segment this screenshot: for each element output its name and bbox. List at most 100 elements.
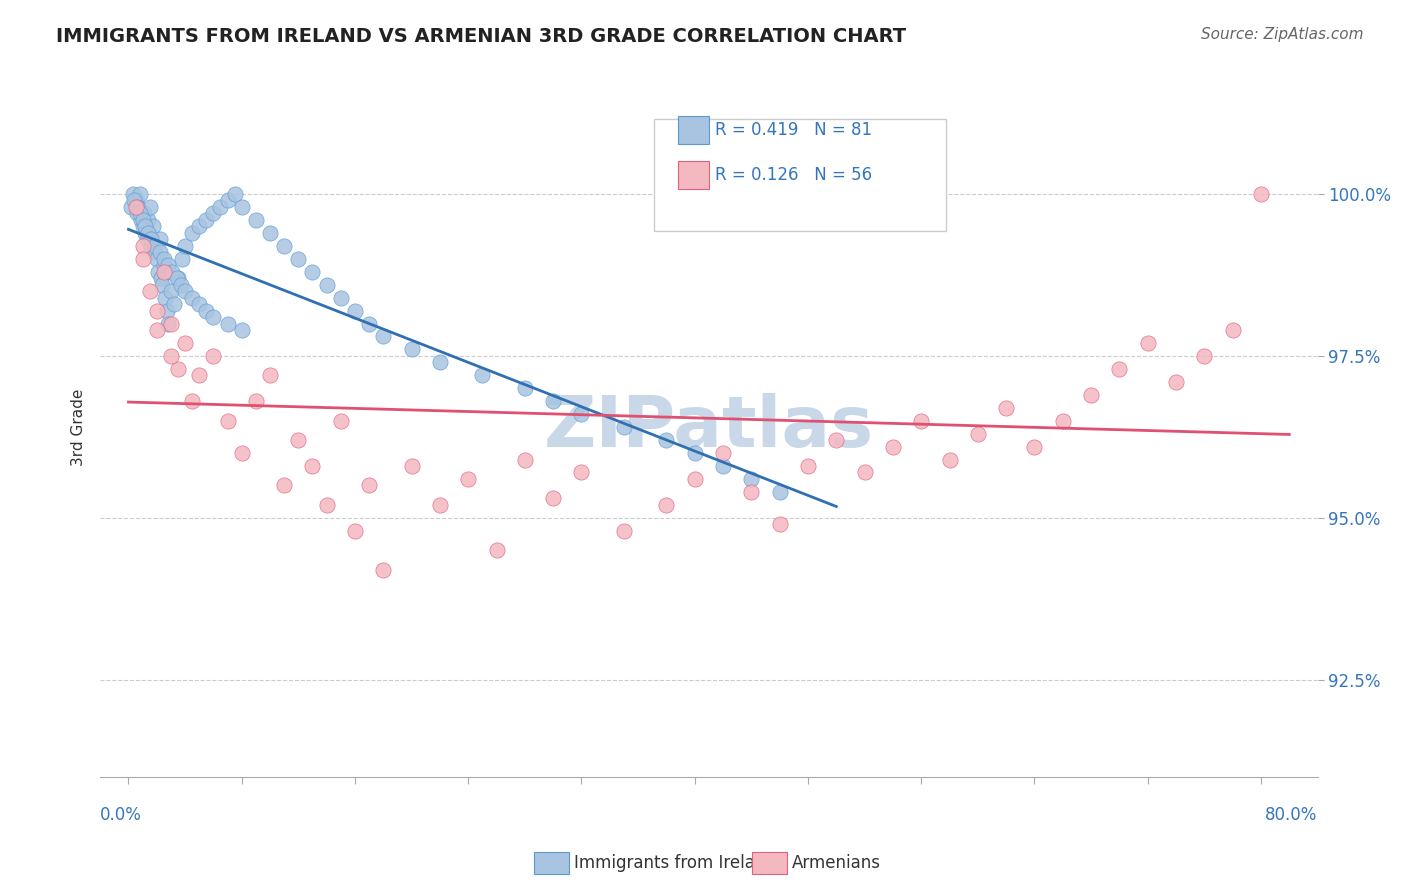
Point [167,271,190,285]
Point [157,258,180,272]
Point [1136,335,1159,350]
Point [655,433,678,447]
Text: R = 0.126   N = 56: R = 0.126 N = 56 [714,167,872,185]
Point [166,271,188,285]
Point [711,446,734,460]
Point [160,317,183,331]
Point [245,394,267,409]
Point [149,245,172,260]
Point [231,446,253,460]
Point [152,277,174,292]
Point [217,317,239,331]
Point [711,458,734,473]
Text: Armenians: Armenians [792,855,880,872]
Point [373,563,395,577]
Point [149,232,172,246]
Point [1194,349,1216,363]
Point [1222,323,1244,337]
Point [217,194,239,208]
Point [146,265,169,279]
Point [287,252,309,266]
Text: Immigrants from Ireland: Immigrants from Ireland [574,855,776,872]
Point [131,219,153,234]
Point [153,258,176,272]
Point [124,194,146,208]
Point [1250,187,1272,202]
Text: 80.0%: 80.0% [1265,806,1317,824]
Point [797,458,820,473]
Point [485,543,508,558]
Point [359,317,381,331]
Point [135,232,157,246]
Point [429,498,451,512]
Point [163,297,186,311]
Point [613,420,636,434]
Point [131,213,153,227]
Point [571,407,593,421]
Point [315,277,337,292]
Point [343,303,366,318]
Point [142,245,165,260]
Point [1164,375,1187,389]
Point [513,452,536,467]
Point [1052,414,1074,428]
Point [995,401,1018,415]
Point [195,303,218,318]
Point [162,265,184,279]
Point [571,466,593,480]
Point [513,381,536,395]
Point [1024,440,1046,454]
Point [145,303,167,318]
Point [966,426,988,441]
Point [938,452,960,467]
Point [273,478,295,492]
Point [740,484,762,499]
Point [359,478,381,492]
Point [245,213,267,227]
Point [156,303,179,318]
Text: Source: ZipAtlas.com: Source: ZipAtlas.com [1201,27,1364,42]
Point [160,284,183,298]
Point [769,517,792,532]
Point [655,498,678,512]
Text: 0.0%: 0.0% [100,806,142,824]
Text: R = 0.419   N = 81: R = 0.419 N = 81 [714,121,872,139]
Point [373,329,395,343]
Point [273,239,295,253]
Point [155,291,177,305]
Point [125,206,148,220]
Point [131,239,153,253]
Point [138,200,160,214]
Point [157,317,180,331]
Point [541,491,564,506]
Point [329,414,352,428]
Point [138,284,160,298]
Point [287,433,309,447]
Bar [679,161,709,189]
Point [259,226,281,240]
Point [124,200,146,214]
Point [1080,388,1102,402]
Point [150,271,173,285]
Point [139,239,162,253]
Point [471,368,494,383]
Point [301,265,323,279]
Point [127,200,149,214]
Point [141,219,163,234]
Point [231,323,253,337]
Point [541,394,564,409]
Point [172,252,194,266]
Point [139,232,162,246]
Point [167,362,190,376]
Point [401,458,423,473]
Point [259,368,281,383]
Point [125,200,148,214]
Point [195,213,218,227]
Point [329,291,352,305]
Point [613,524,636,538]
Point [174,284,197,298]
Point [134,226,156,240]
Point [853,466,876,480]
Point [145,323,167,337]
Point [315,498,337,512]
